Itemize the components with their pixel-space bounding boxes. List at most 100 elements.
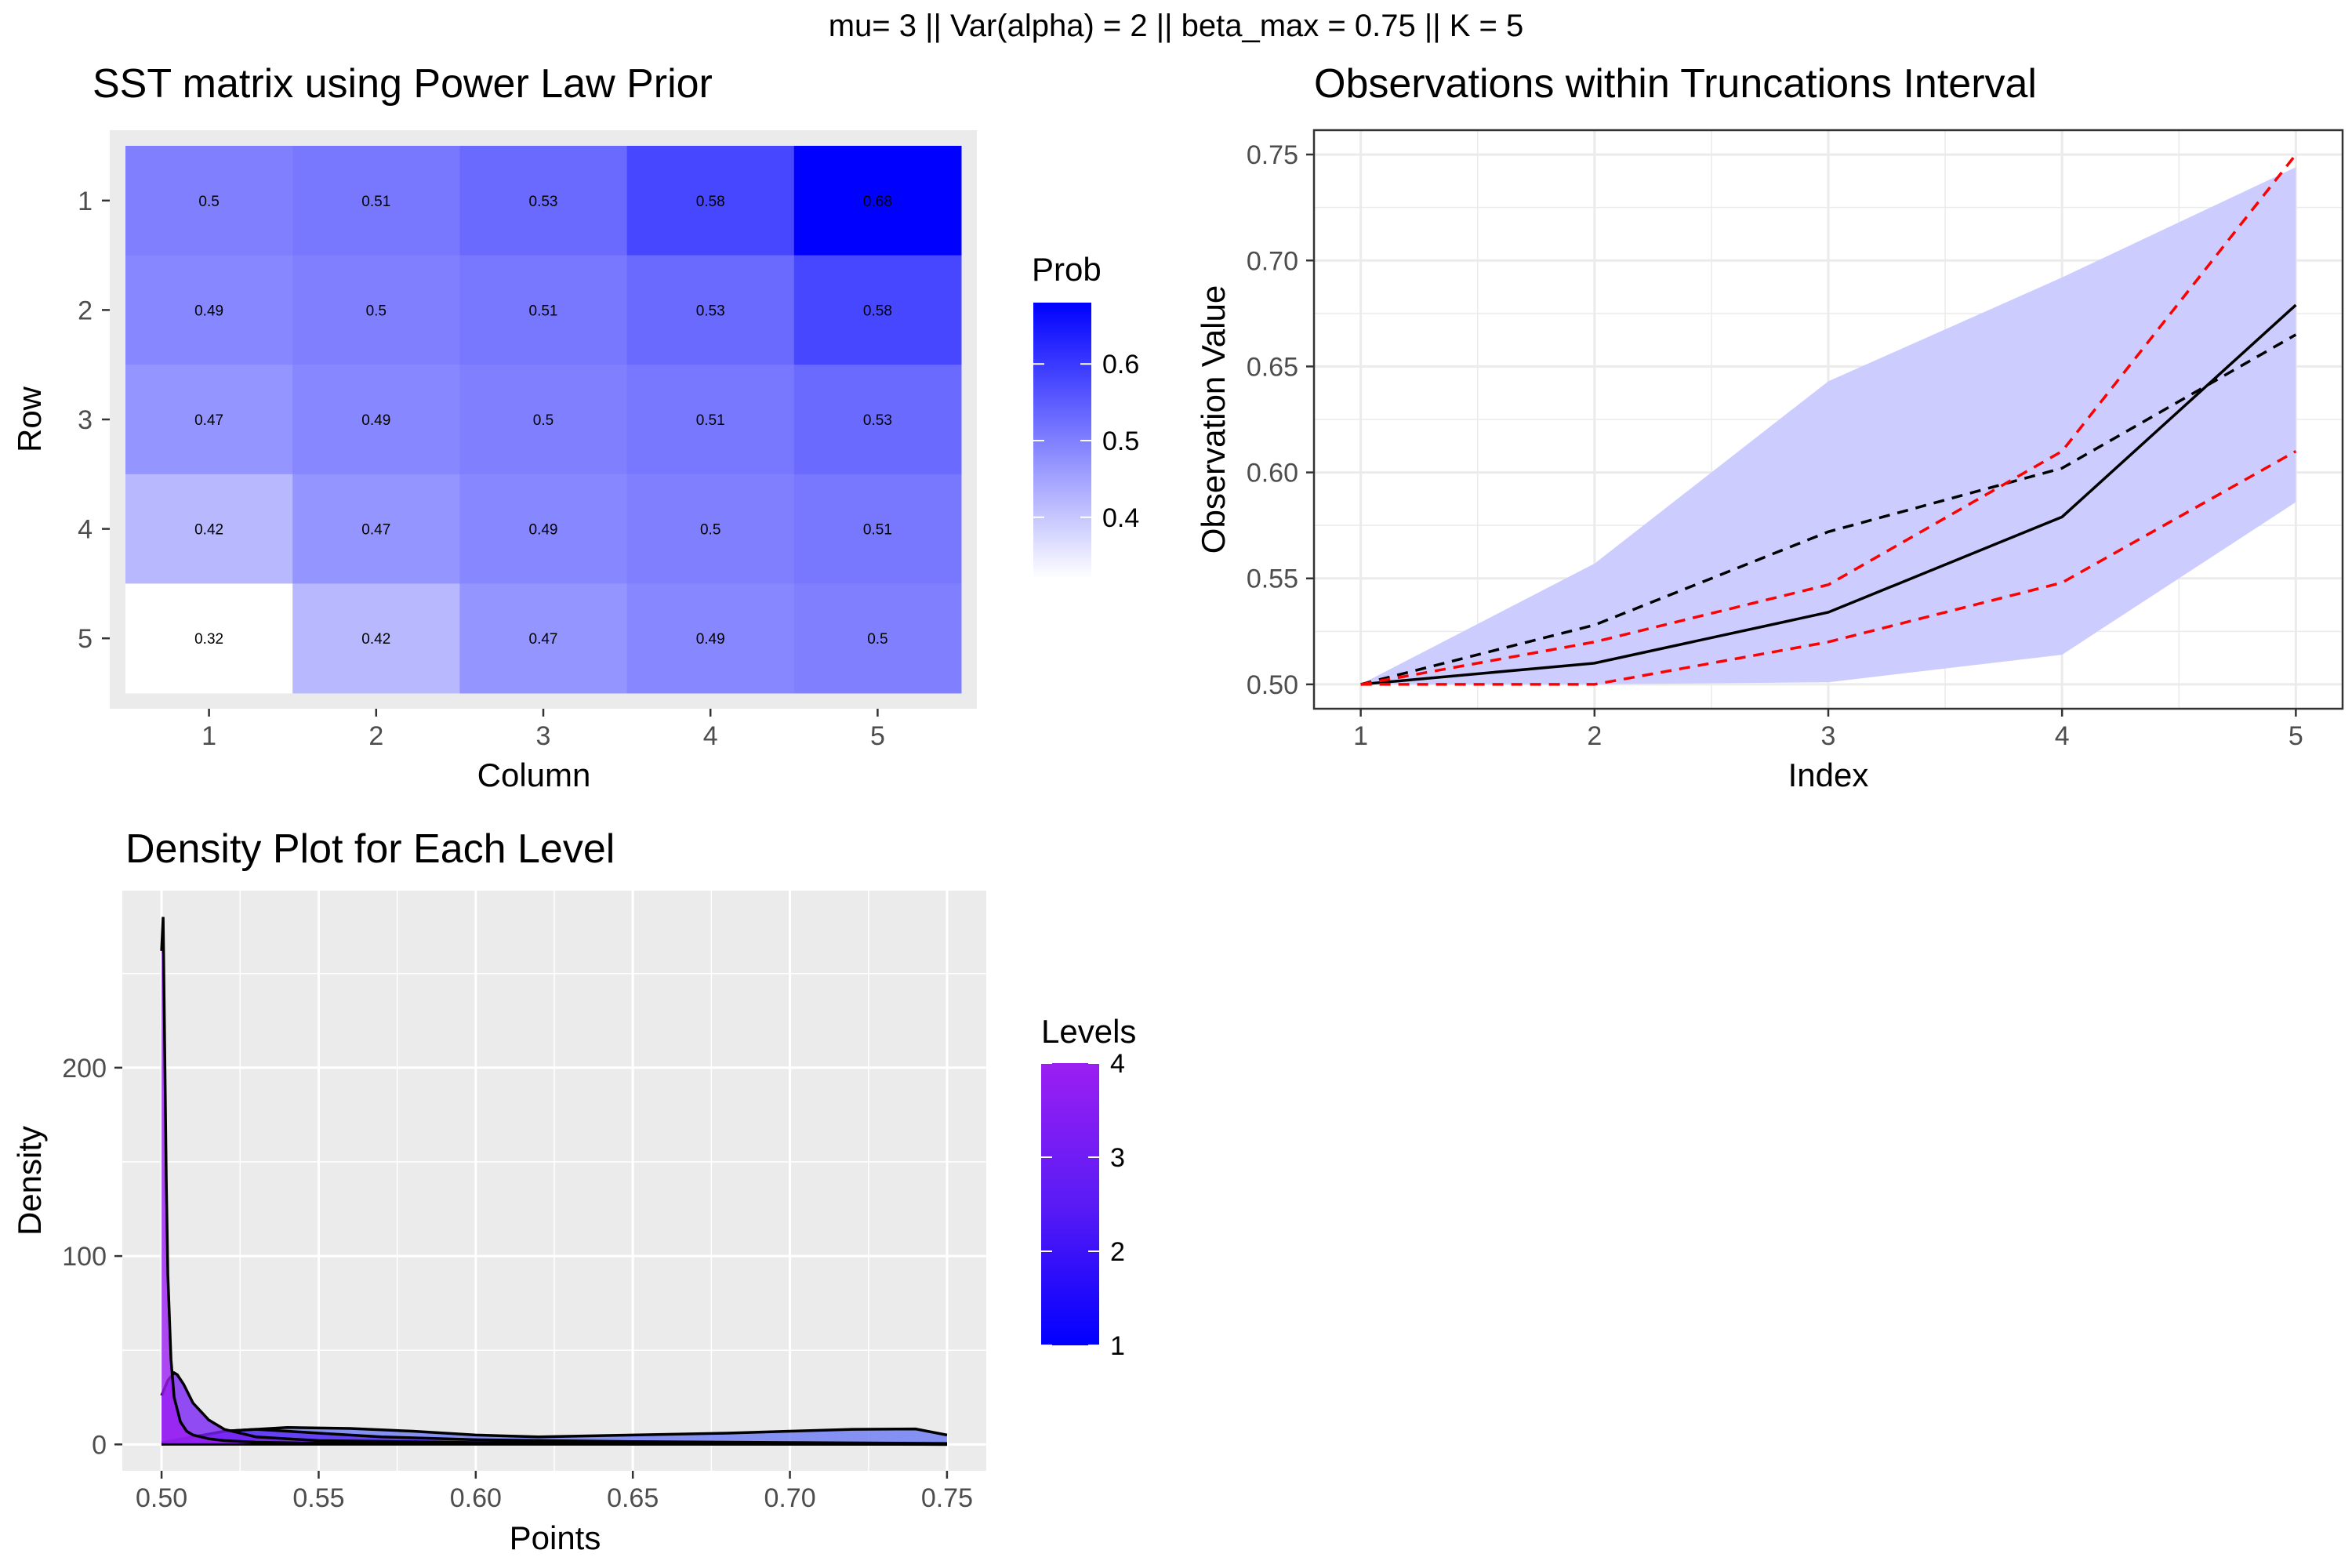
heatmap-cell [292,583,460,694]
heatmap-ylabel: Row [11,386,48,452]
heatmap-cell-label: 0.53 [863,412,892,429]
levels-legend-tick-label: 1 [1110,1331,1125,1361]
density-y-tick-label: 0 [92,1430,107,1460]
heatmap-cell [793,365,962,475]
heatmap-cell-label: 0.49 [194,303,223,319]
levels-legend-tick-label: 2 [1110,1237,1125,1267]
density-axes: 0.50 0.55 0.60 0.65 0.70 0.75 0 100 200 [62,1054,973,1513]
heatmap-cell [793,146,962,256]
heatmap-x-tick-label: 2 [368,721,383,751]
heatmap-cell [292,365,460,475]
heatmap-x-tick-label: 1 [201,721,216,751]
heatmap-cell [626,583,795,694]
line-title: Observations within Truncations Interval [1314,61,2037,107]
line-x-tick-label: 2 [1587,721,1602,751]
density-title: Density Plot for Each Level [125,826,615,872]
heatmap-cell [125,474,293,584]
prob-legend-title: Prob [1032,251,1102,288]
density-x-tick-label: 0.70 [764,1483,815,1513]
heatmap-cell [125,146,293,256]
line-y-tick-label: 0.65 [1247,352,1298,382]
line-ylabel: Observation Value [1195,285,1232,554]
observation-line [1360,303,2297,686]
heatmap-y-tick-label: 4 [78,515,93,545]
levels-colorbar [1041,1063,1099,1345]
density-y-tick-label: 100 [62,1242,107,1272]
heatmap-cell-label: 0.58 [863,303,892,319]
line-band [1360,167,2296,684]
observation-line [1360,450,2297,686]
heatmap-cell [459,255,628,365]
prob-legend-ticks: 0.4 0.5 0.6 [1033,350,1139,533]
heatmap-cell [125,255,293,365]
line-xlabel: Index [1788,757,1869,793]
line-y-tick-label: 0.75 [1247,140,1298,170]
heatmap-cell-label: 0.5 [867,631,887,648]
heatmap-y-tick-label: 2 [78,296,93,325]
line-panel: Observations within Truncations Interval… [1195,61,2344,793]
heatmap-y-tick-label: 3 [78,405,93,435]
heatmap-cell [459,474,628,584]
heatmap-cell-label: 0.58 [696,194,725,210]
heatmap-y-tick-label: 1 [78,187,93,216]
heatmap-x-tick-label: 3 [536,721,551,751]
line-y-tick-label: 0.70 [1247,246,1298,276]
heatmap-panel: SST matrix using Power Law Prior 0.5 0.51… [11,61,1139,793]
prob-legend-tick-label: 0.5 [1102,426,1139,456]
heatmap-cell-label: 0.5 [198,194,219,210]
levels-legend-tick-label: 4 [1110,1049,1125,1079]
density-y-tick-label: 200 [62,1054,107,1083]
heatmap-cell-label: 0.49 [696,631,725,648]
density-x-tick-label: 0.50 [136,1483,187,1513]
heatmap-cell-label: 0.51 [529,303,558,319]
heatmap-cell-label: 0.53 [696,303,725,319]
heatmap-cell [626,365,795,475]
observation-line [1360,154,2297,686]
heatmap-cell-label: 0.51 [361,194,390,210]
heatmap-cell [626,255,795,365]
density-x-tick-label: 0.60 [450,1483,502,1513]
heatmap-y-tick-label: 5 [78,624,93,654]
heatmap-title: SST matrix using Power Law Prior [93,61,713,107]
density-panel: Density Plot for Each Level 0.50 0.55 0.60… [11,826,1136,1556]
levels-legend-title: Levels [1041,1013,1136,1050]
line-x-tick-label: 3 [1821,721,1836,751]
density-area-level-3 [162,1373,947,1445]
heatmap-axes: 1 2 3 4 5 1 2 3 4 5 [78,187,885,751]
prob-legend-tick-label: 0.6 [1102,350,1139,379]
density-x-tick-label: 0.75 [921,1483,973,1513]
line-y-tick-label: 0.60 [1247,459,1298,488]
heatmap-cell-label: 0.47 [529,631,558,648]
heatmap-cell [793,255,962,365]
heatmap-cell-label: 0.5 [533,412,554,429]
heatmap-cell-label: 0.51 [696,412,725,429]
heatmap-cell [459,583,628,694]
density-curve-level-1 [161,1425,948,1446]
heatmap-cell-label: 0.42 [194,522,223,539]
heatmap-xlabel: Column [477,757,591,793]
density-xlabel: Points [510,1519,601,1556]
heatmap-cell [626,146,795,256]
heatmap-cell-label: 0.5 [366,303,387,319]
density-areas [160,916,948,1446]
heatmap-cell [459,146,628,256]
density-x-tick-label: 0.65 [607,1483,659,1513]
heatmap-x-tick-label: 5 [870,721,885,751]
heatmap-cell-label: 0.42 [361,631,390,648]
line-y-tick-label: 0.55 [1247,564,1298,594]
line-y-tick-label: 0.50 [1247,670,1298,700]
levels-legend-ticks: 1 2 3 4 [1041,1049,1125,1361]
prob-legend-tick-label: 0.4 [1102,503,1139,533]
truncation-interval-band [1360,167,2296,684]
density-x-tick-label: 0.55 [292,1483,344,1513]
heatmap-cell-label: 0.68 [863,194,892,210]
heatmap-cell-label: 0.32 [194,631,223,648]
heatmap-x-tick-label: 4 [703,721,718,751]
heatmap-cell [793,583,962,694]
heatmap-cell [292,146,460,256]
line-x-tick-label: 5 [2288,721,2303,751]
heatmap-cell [292,474,460,584]
line-series [1360,154,2297,686]
heatmap-cell-label: 0.5 [700,522,720,539]
heatmap-cell [292,255,460,365]
